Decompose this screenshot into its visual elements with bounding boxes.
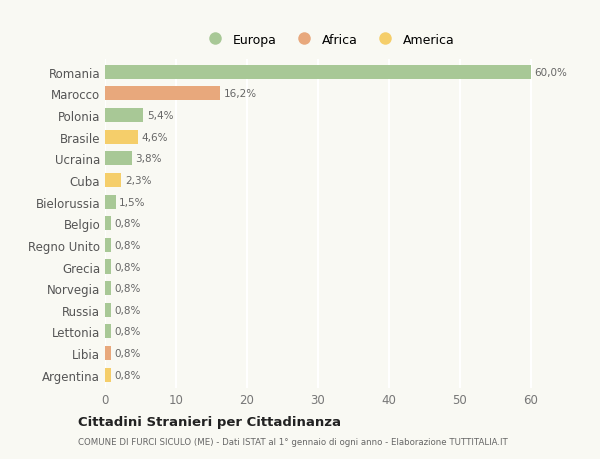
Bar <box>105 238 110 252</box>
Text: 3,8%: 3,8% <box>136 154 162 164</box>
Bar <box>105 66 531 80</box>
Text: 4,6%: 4,6% <box>141 132 167 142</box>
Bar <box>105 195 116 209</box>
Text: 0,8%: 0,8% <box>114 305 140 315</box>
Bar <box>105 325 110 339</box>
Bar <box>105 281 110 296</box>
Text: 0,8%: 0,8% <box>114 370 140 380</box>
Bar <box>105 109 143 123</box>
Text: COMUNE DI FURCI SICULO (ME) - Dati ISTAT al 1° gennaio di ogni anno - Elaborazio: COMUNE DI FURCI SICULO (ME) - Dati ISTAT… <box>78 437 508 446</box>
Bar <box>105 87 220 101</box>
Bar <box>105 346 110 360</box>
Text: 5,4%: 5,4% <box>147 111 173 121</box>
Text: 2,3%: 2,3% <box>125 176 151 185</box>
Text: 0,8%: 0,8% <box>114 219 140 229</box>
Bar <box>105 368 110 382</box>
Legend: Europa, Africa, America: Europa, Africa, America <box>199 30 458 50</box>
Text: 1,5%: 1,5% <box>119 197 146 207</box>
Text: 0,8%: 0,8% <box>114 262 140 272</box>
Text: Cittadini Stranieri per Cittadinanza: Cittadini Stranieri per Cittadinanza <box>78 415 341 428</box>
Text: 0,8%: 0,8% <box>114 327 140 337</box>
Bar <box>105 303 110 317</box>
Bar <box>105 130 137 145</box>
Bar <box>105 260 110 274</box>
Bar <box>105 217 110 231</box>
Text: 0,8%: 0,8% <box>114 241 140 250</box>
Text: 0,8%: 0,8% <box>114 284 140 293</box>
Text: 0,8%: 0,8% <box>114 348 140 358</box>
Text: 60,0%: 60,0% <box>534 67 567 78</box>
Bar <box>105 174 121 188</box>
Bar <box>105 152 132 166</box>
Text: 16,2%: 16,2% <box>223 89 257 99</box>
